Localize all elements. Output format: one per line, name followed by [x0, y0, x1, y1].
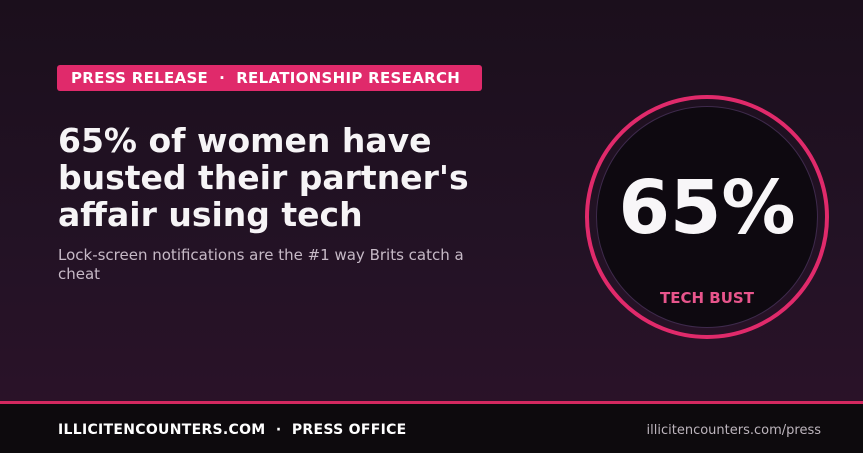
footer-brand: ILLICITENCOUNTERS.COM · PRESS OFFICE — [58, 422, 407, 438]
subtitle: Lock-screen notifications are the #1 way… — [58, 246, 464, 283]
stat-label: TECH BUST — [660, 289, 754, 307]
stat-value: 65% — [618, 165, 796, 251]
category-tag: PRESS RELEASE · RELATIONSHIP RESEARCH — [57, 65, 482, 91]
footer: ILLICITENCOUNTERS.COM · PRESS OFFICE ill… — [0, 401, 863, 453]
headline: 65% of women have busted their partner's… — [58, 121, 469, 234]
stat-ring — [585, 95, 829, 339]
footer-url[interactable]: illicitencounters.com/press — [646, 423, 821, 438]
stat-circle — [596, 106, 818, 328]
